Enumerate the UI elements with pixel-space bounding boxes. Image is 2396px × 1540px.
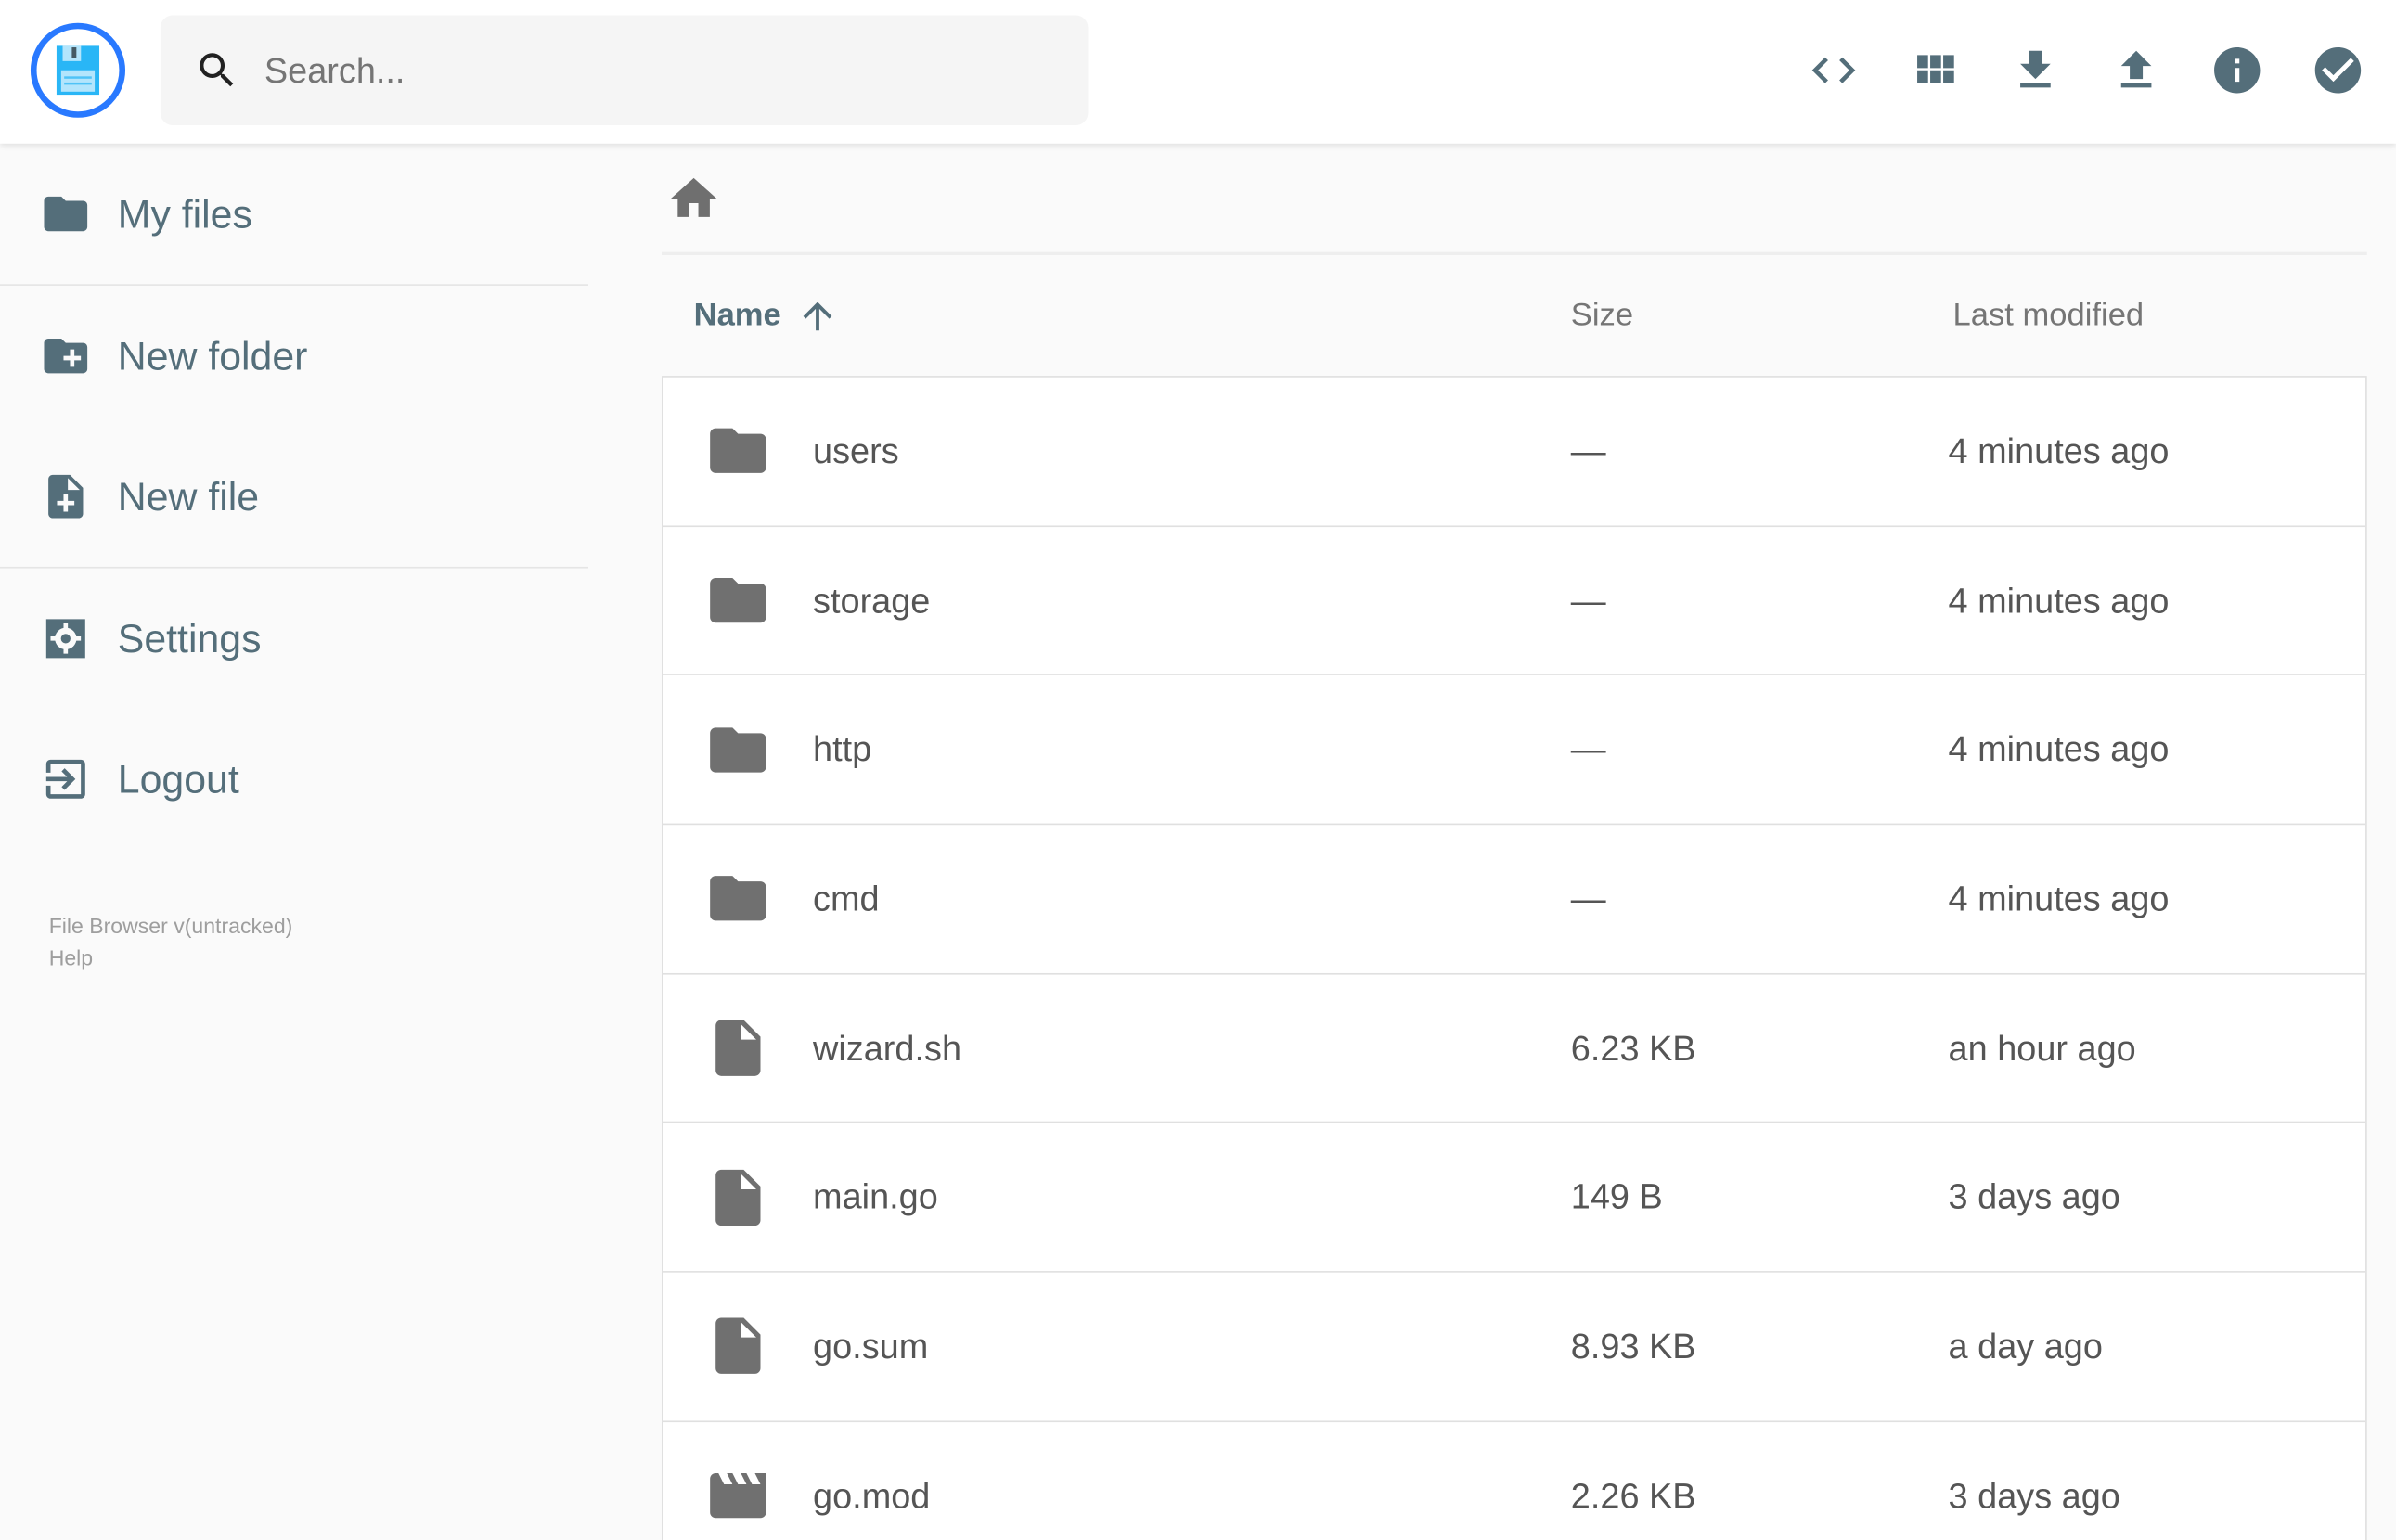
search-bar[interactable]: [160, 15, 1089, 126]
sidebar-item-label: Logout: [117, 755, 239, 802]
help-link[interactable]: Help: [48, 945, 94, 970]
download-button[interactable]: [2008, 37, 2063, 104]
divider: [0, 284, 588, 286]
file-modified: 4 minutes ago: [1948, 579, 2170, 620]
file-modified: an hour ago: [1948, 1027, 2136, 1068]
sidebar-item-new-folder[interactable]: New folder: [0, 286, 588, 426]
name-column-header[interactable]: Name: [662, 294, 1571, 337]
select-multiple-button[interactable]: [2311, 37, 2365, 104]
size-column-header[interactable]: Size: [1570, 297, 1634, 333]
file-name: users: [813, 430, 899, 470]
file-icon: [663, 1015, 813, 1082]
download-icon: [2020, 50, 2051, 88]
file-name: cmd: [813, 878, 880, 918]
file-modified: 3 days ago: [1948, 1176, 2120, 1217]
sidebar-item-logout[interactable]: Logout: [0, 709, 588, 849]
sidebar-item-label: Settings: [117, 614, 262, 661]
file-name: storage: [813, 579, 931, 620]
table-row[interactable]: wizard.sh 6.23 KB an hour ago: [663, 974, 2366, 1124]
file-size: 8.93 KB: [1570, 1326, 1696, 1367]
upload-button[interactable]: [2108, 37, 2163, 104]
file-name: wizard.sh: [813, 1027, 962, 1068]
file-listing: Name Size Last modified users — 4 minute…: [662, 144, 2367, 1540]
code-icon: [1811, 57, 1856, 83]
sidebar-item-label: New folder: [117, 332, 308, 379]
floppy-disk-logo[interactable]: [30, 22, 126, 118]
home-icon[interactable]: [666, 171, 721, 225]
file-icon: [663, 1163, 813, 1230]
file-icon: [663, 1313, 813, 1380]
settings-icon: [45, 619, 85, 659]
top-bar: [0, 0, 2396, 144]
file-size: —: [1570, 728, 1606, 769]
file-modified: 3 days ago: [1948, 1475, 2120, 1515]
folder-icon: [663, 716, 813, 783]
table-row[interactable]: go.sum 8.93 KB a day ago: [663, 1273, 2366, 1422]
info-icon: [2214, 47, 2261, 94]
file-size: 6.23 KB: [1570, 1027, 1696, 1068]
modified-column-header[interactable]: Last modified: [1952, 297, 2145, 333]
file-name: go.mod: [813, 1475, 931, 1515]
folder-icon: [663, 417, 813, 484]
table-row[interactable]: main.go 149 B 3 days ago: [663, 1123, 2366, 1273]
version-label: File Browser v(untracked): [48, 913, 293, 939]
file-modified: 4 minutes ago: [1948, 728, 2170, 769]
sidebar-item-label: My files: [117, 190, 252, 237]
folder-icon: [663, 567, 813, 634]
exit-icon: [45, 759, 85, 799]
file-name: main.go: [813, 1176, 938, 1217]
sidebar: My files New folder New file Settings Lo…: [0, 144, 588, 975]
breadcrumb: [662, 144, 2367, 255]
file-size: —: [1570, 579, 1606, 620]
file-list: users — 4 minutes ago storage — 4 minute…: [662, 376, 2367, 1540]
sidebar-item-label: New file: [117, 472, 260, 520]
file-size: —: [1570, 430, 1606, 470]
table-row[interactable]: storage — 4 minutes ago: [663, 527, 2366, 676]
divider: [0, 566, 588, 569]
check-circle-icon: [2314, 47, 2362, 94]
sidebar-item-my-files[interactable]: My files: [0, 144, 588, 284]
file-modified: 4 minutes ago: [1948, 878, 2170, 918]
search-input[interactable]: [261, 47, 1032, 93]
file-size: 2.26 KB: [1570, 1475, 1696, 1515]
file-size: —: [1570, 878, 1606, 918]
folder-icon: [663, 866, 813, 932]
info-button[interactable]: [2209, 37, 2264, 104]
file-name: http: [813, 728, 872, 769]
table-row[interactable]: http — 4 minutes ago: [663, 675, 2366, 826]
sidebar-item-new-file[interactable]: New file: [0, 426, 588, 566]
sidebar-item-settings[interactable]: Settings: [0, 569, 588, 709]
table-header: Name Size Last modified: [662, 255, 2367, 376]
upload-icon: [2120, 50, 2152, 88]
toggle-code-view-button[interactable]: [1806, 37, 1861, 104]
table-row[interactable]: go.mod 2.26 KB 3 days ago: [663, 1422, 2365, 1540]
arrow-up-icon: [803, 301, 832, 330]
search-icon: [200, 53, 234, 87]
movie-icon: [663, 1462, 813, 1529]
folder-icon: [44, 196, 88, 232]
table-row[interactable]: users — 4 minutes ago: [663, 378, 2366, 527]
table-row[interactable]: cmd — 4 minutes ago: [663, 825, 2366, 975]
grid-icon: [1917, 55, 1954, 83]
switch-view-button[interactable]: [1907, 37, 1962, 104]
file-modified: a day ago: [1948, 1326, 2103, 1367]
file-size: 149 B: [1570, 1176, 1663, 1217]
file-name: go.sum: [813, 1326, 929, 1367]
note-add-icon: [48, 474, 84, 519]
create-new-folder-icon: [44, 339, 88, 374]
file-modified: 4 minutes ago: [1948, 430, 2170, 470]
